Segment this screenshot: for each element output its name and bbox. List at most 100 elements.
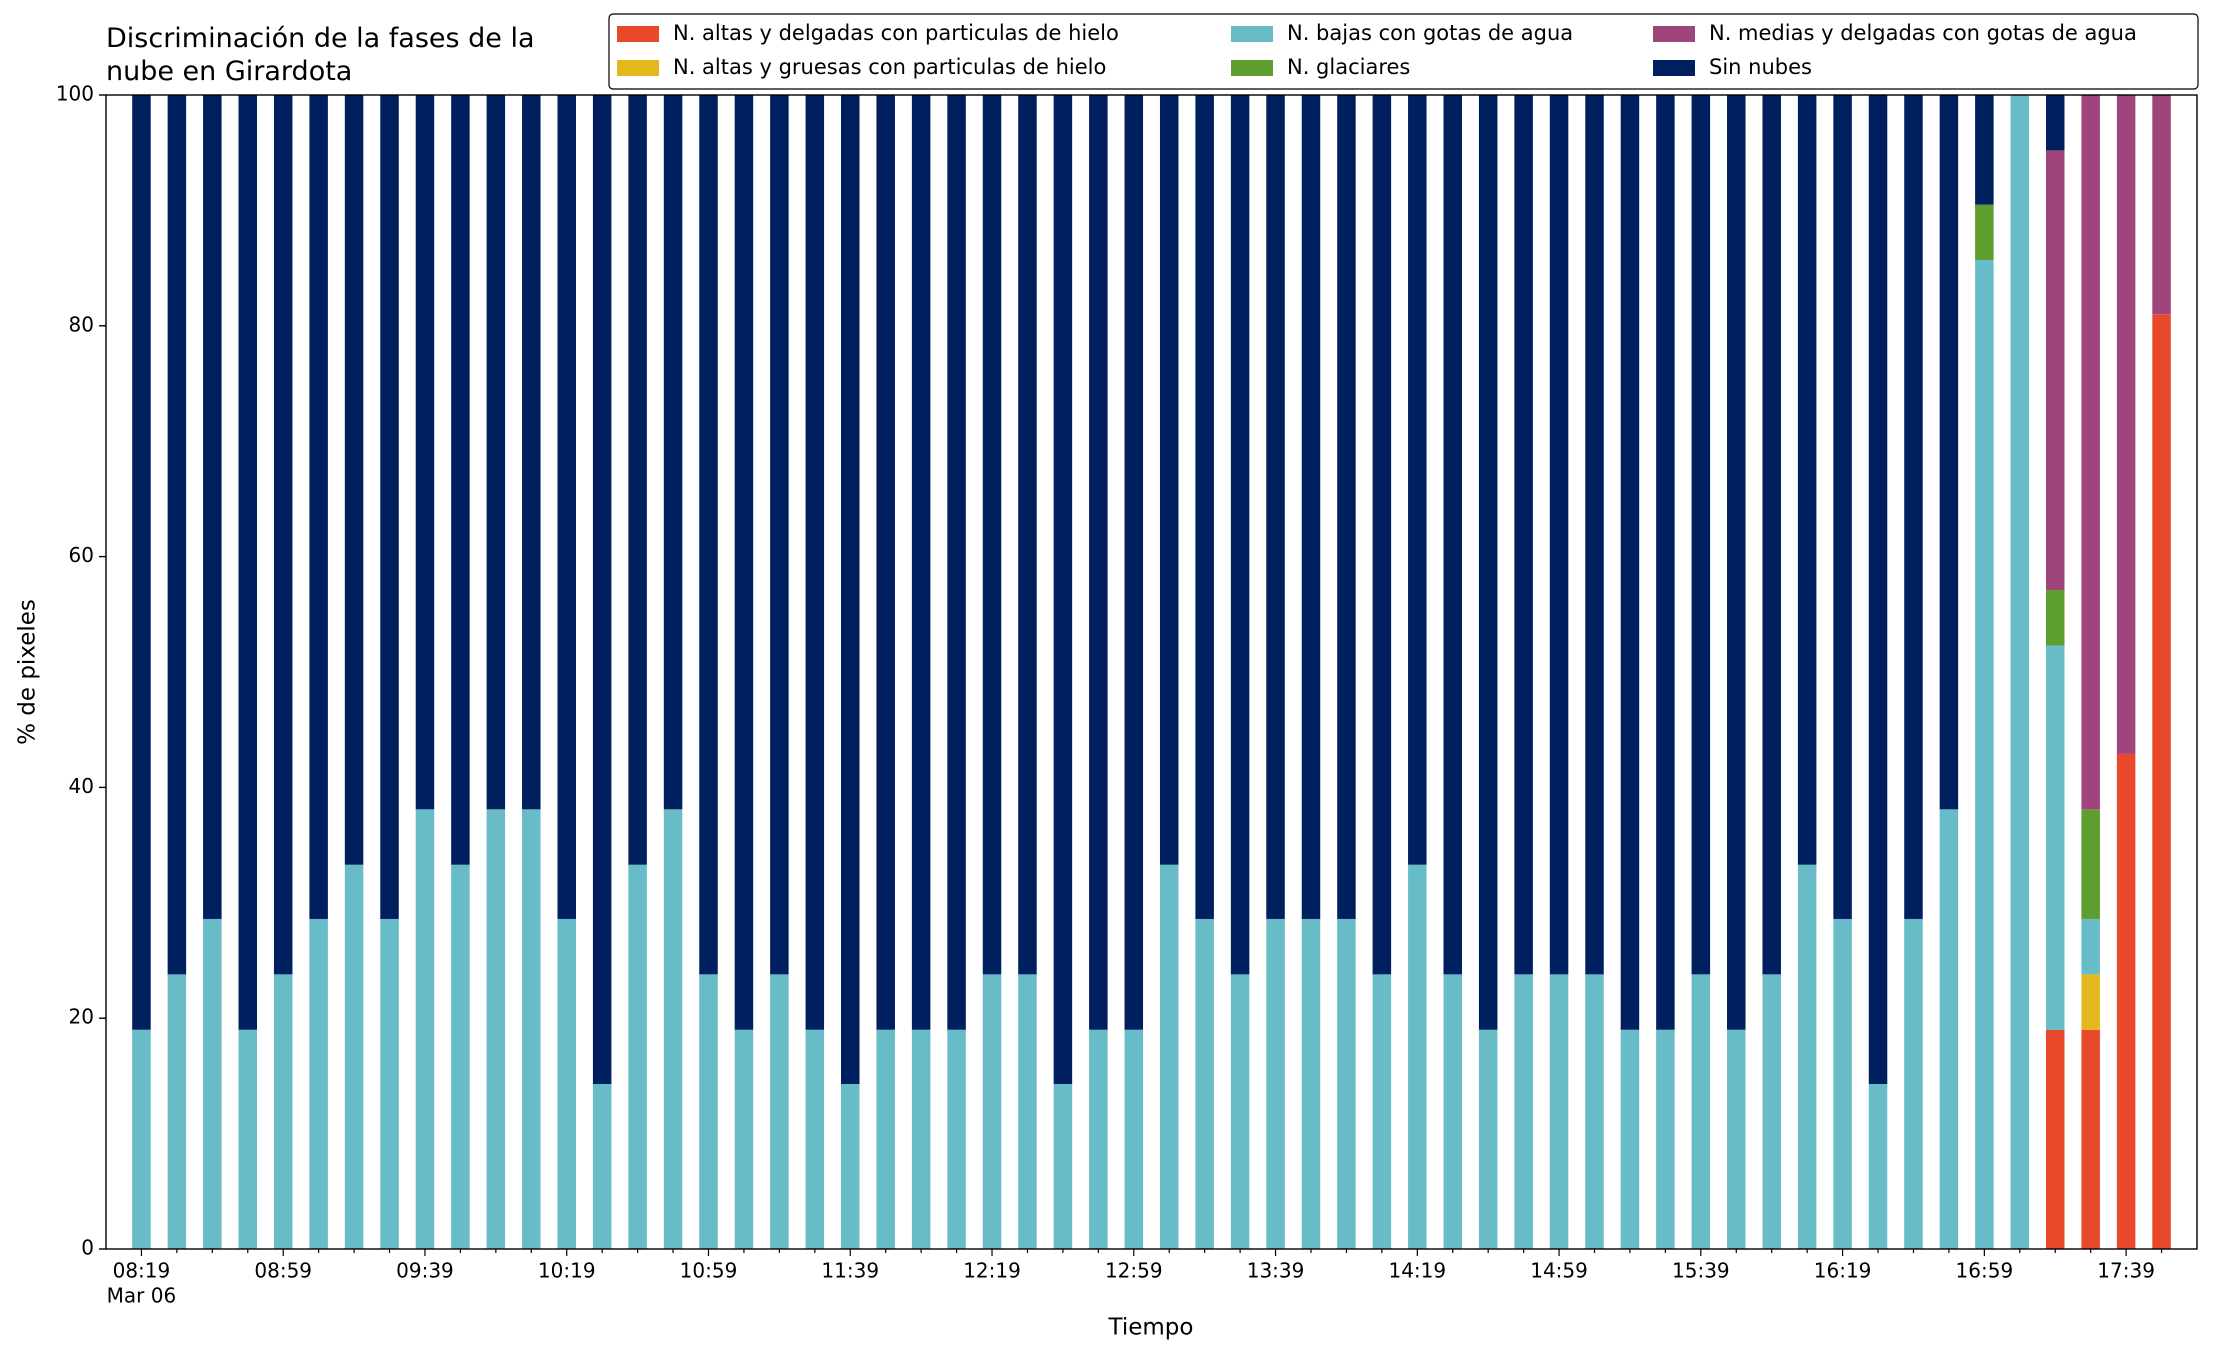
bar-segment xyxy=(1018,95,1037,975)
bar-segment xyxy=(522,95,541,810)
legend-box xyxy=(608,13,2199,90)
bar-segment xyxy=(1372,974,1392,1249)
bar-segment xyxy=(1443,974,1462,1249)
x-tick-label: 14:59 xyxy=(1530,1259,1588,1283)
x-tick-label: 11:39 xyxy=(821,1259,879,1283)
legend-label: N. medias y delgadas con gotas de agua xyxy=(1709,21,2137,45)
bar-segment xyxy=(1620,1029,1640,1249)
bar-segment xyxy=(1904,918,1923,1249)
bar-segment xyxy=(734,1029,754,1249)
bar-segment xyxy=(1797,95,1817,865)
bar-segment xyxy=(557,95,576,919)
bar-segment xyxy=(1089,1029,1108,1249)
bar-segment xyxy=(2045,1029,2065,1249)
bar-segment xyxy=(1408,95,1427,865)
bar-segment xyxy=(309,95,328,919)
bar-segment xyxy=(663,95,683,810)
legend-swatch xyxy=(1653,60,1695,76)
bar-segment xyxy=(2116,753,2136,1249)
bar-segment xyxy=(592,95,612,1084)
bar-segment xyxy=(770,95,789,975)
bar-segment xyxy=(486,809,506,1249)
bar-segment xyxy=(628,864,647,1249)
bar-segment xyxy=(1549,974,1569,1249)
bar-segment xyxy=(1549,95,1569,975)
x-tick-label: 10:59 xyxy=(680,1259,738,1283)
y-tick-label: 0 xyxy=(81,1236,94,1260)
bar-segment xyxy=(1656,95,1675,1030)
bar-segment xyxy=(1691,974,1711,1249)
bar-segment xyxy=(238,1029,258,1249)
bar-segment xyxy=(1585,974,1604,1249)
bar-segment xyxy=(911,95,931,1030)
x-date-label: Mar 06 xyxy=(107,1284,177,1308)
x-tick-label: 09:39 xyxy=(396,1259,454,1283)
bar-segment xyxy=(2081,809,2100,919)
x-axis-label: Tiempo xyxy=(1108,1315,1194,1341)
bar-segment xyxy=(132,1029,151,1249)
bar-segment xyxy=(415,95,435,810)
bar-segment xyxy=(1159,95,1179,865)
x-tick-label: 14:19 xyxy=(1388,1259,1446,1283)
bar-segment xyxy=(1018,974,1037,1249)
chart-title: Discriminación de la fases de la nube en… xyxy=(106,23,535,87)
bar-segment xyxy=(451,864,470,1249)
bar-segment xyxy=(1620,95,1640,1030)
bar-segment xyxy=(805,95,825,1030)
x-tick-label: 17:39 xyxy=(2097,1259,2155,1283)
bar-segment xyxy=(1159,864,1179,1249)
bar-segment xyxy=(2010,95,2030,1249)
bar-segment xyxy=(911,1029,931,1249)
bar-segment xyxy=(380,918,399,1249)
bar-segment xyxy=(1266,918,1285,1249)
bar-segment xyxy=(1939,809,1959,1249)
bar-segment xyxy=(1585,95,1604,975)
y-tick-label: 60 xyxy=(69,543,94,567)
bar-segment xyxy=(380,95,399,919)
bar-segment xyxy=(167,974,187,1249)
bar-segment xyxy=(1514,95,1533,975)
x-tick-label: 10:19 xyxy=(538,1259,596,1283)
bar-segment xyxy=(2045,150,2065,591)
bar-segment xyxy=(1089,95,1108,1030)
bar-segment xyxy=(1230,974,1250,1249)
legend-label: N. altas y gruesas con particulas de hie… xyxy=(673,55,1106,79)
bar-segment xyxy=(1868,95,1888,1084)
y-tick-label: 20 xyxy=(69,1005,94,1029)
bar-segment xyxy=(1691,95,1711,975)
bar-segment xyxy=(592,1083,612,1249)
bar-segment xyxy=(1337,95,1356,919)
bar-segment xyxy=(2081,1029,2100,1249)
legend-swatch xyxy=(1231,26,1273,42)
legend-swatch xyxy=(617,26,659,42)
bar-segment xyxy=(1904,95,1923,919)
bar-segment xyxy=(734,95,754,1030)
bar-segment xyxy=(1868,1083,1888,1249)
bar-segment xyxy=(1514,974,1533,1249)
bar-segment xyxy=(1408,864,1427,1249)
bar-segment xyxy=(1301,95,1321,919)
bar-segment xyxy=(805,1029,825,1249)
bar-segment xyxy=(1053,95,1073,1084)
bar-segment xyxy=(1975,95,1994,205)
bar-segment xyxy=(1301,918,1321,1249)
bar-segment xyxy=(2081,95,2100,810)
bar-segment xyxy=(2045,95,2065,151)
bar-segment xyxy=(203,918,222,1249)
bar-segment xyxy=(1762,974,1781,1249)
x-tick-label: 08:19 xyxy=(113,1259,171,1283)
y-tick-label: 40 xyxy=(69,774,94,798)
bar-segment xyxy=(2081,918,2100,975)
legend-swatch xyxy=(1231,60,1273,76)
bar-segment xyxy=(1053,1083,1073,1249)
bar-segment xyxy=(309,918,328,1249)
bar-segment xyxy=(876,1029,895,1249)
bar-segment xyxy=(841,1083,860,1249)
bar-segment xyxy=(1727,95,1746,1030)
bar-segment xyxy=(132,95,151,1030)
bar-segment xyxy=(238,95,258,1030)
bar-segment xyxy=(451,95,470,865)
bar-segment xyxy=(273,95,293,975)
bar-segment xyxy=(876,95,895,1030)
